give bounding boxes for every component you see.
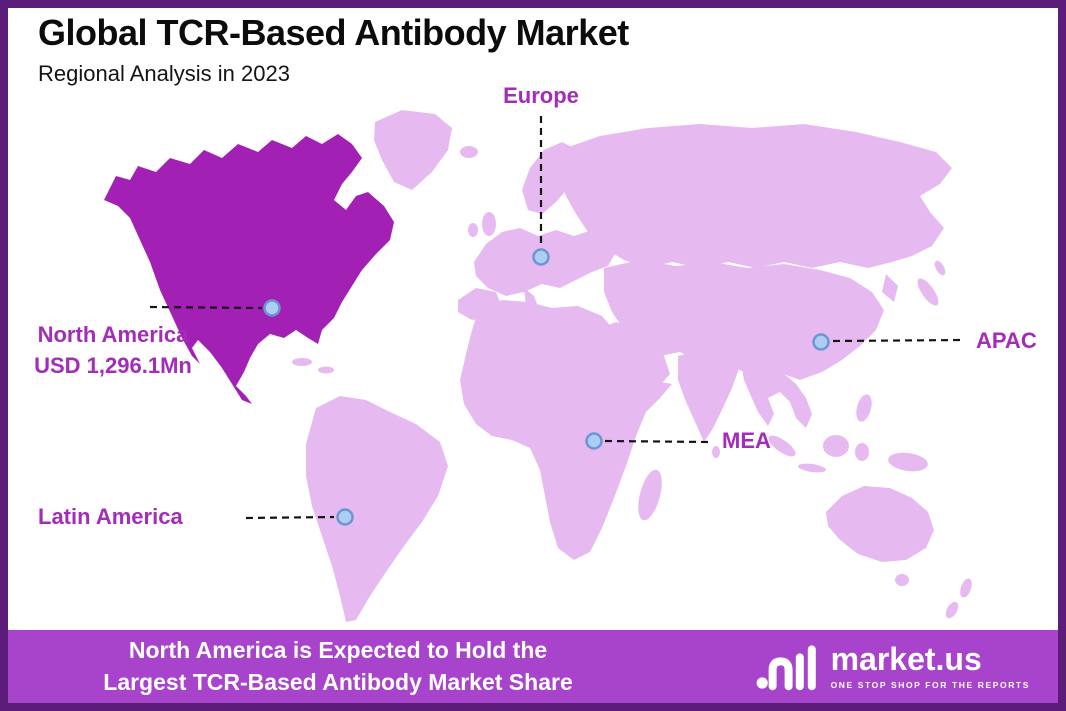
brand-lockup: market.us ONE STOP SHOP FOR THE REPORTS — [755, 641, 1030, 693]
region-name-north-america: North America — [37, 322, 189, 347]
island-japan — [917, 278, 939, 306]
leader-lines — [149, 116, 964, 520]
markers — [263, 248, 830, 526]
brand-name: market.us — [830, 641, 982, 677]
region-label-europe: Europe — [503, 83, 579, 108]
continent-south-america — [306, 396, 448, 622]
island-greenland — [374, 110, 452, 190]
island-sri-lanka — [712, 446, 720, 458]
leader-line-latin-america — [245, 515, 335, 520]
page-title: Global TCR-Based Antibody Market — [38, 12, 629, 53]
island-sulawesi — [855, 443, 869, 461]
region-label-north-america: North America USD 1,296.1Mn — [14, 320, 212, 382]
region-label-latin-america: Latin America — [38, 504, 183, 529]
island-new-zealand-north — [960, 578, 972, 598]
footer-banner: North America is Expected to Hold the La… — [8, 630, 1058, 703]
leader-line-north-america — [149, 305, 263, 310]
page-subtitle: Regional Analysis in 2023 — [38, 61, 290, 87]
marker-apac — [812, 333, 830, 351]
region-korea — [882, 274, 898, 302]
footer-headline: North America is Expected to Hold the La… — [48, 635, 628, 698]
region-label-mea: MEA — [722, 428, 771, 453]
marker-mea — [585, 432, 603, 450]
brand-text: market.us ONE STOP SHOP FOR THE REPORTS — [831, 643, 1030, 690]
region-india — [678, 350, 740, 442]
region-siberia — [558, 124, 952, 268]
marker-latin-america — [336, 508, 354, 526]
region-southeast-asia — [742, 362, 812, 428]
island-ireland — [468, 223, 478, 237]
leader-line-mea — [604, 439, 711, 444]
island-borneo — [823, 435, 849, 457]
island-madagascar — [638, 469, 662, 521]
island-new-zealand-south — [945, 601, 959, 619]
brand-tagline: ONE STOP SHOP FOR THE REPORTS — [830, 680, 1030, 690]
island-tasmania — [895, 574, 909, 586]
island-iceland — [460, 146, 478, 158]
continents-light — [292, 110, 972, 622]
island-japan-north — [934, 260, 946, 276]
island-cuba — [292, 358, 312, 366]
island-new-guinea — [888, 452, 928, 472]
island-hispaniola — [318, 366, 334, 374]
market-us-logo-icon — [756, 644, 816, 690]
continent-australia — [826, 486, 934, 562]
leader-line-apac — [832, 338, 964, 343]
region-central-asia-china — [604, 260, 884, 380]
island-philippines — [856, 394, 872, 422]
marker-north-america — [263, 299, 281, 317]
island-great-britain — [482, 212, 496, 236]
footer-headline-line1: North America is Expected to Hold the — [128, 636, 548, 663]
header: Global TCR-Based Antibody Market Regiona… — [38, 12, 629, 87]
island-java — [798, 463, 826, 473]
island-sumatra — [768, 435, 796, 457]
footer-headline-line2: Largest TCR-Based Antibody Market Share — [103, 668, 573, 695]
continent-africa — [460, 300, 672, 560]
continent-north-america-highlight — [104, 134, 394, 404]
region-value-north-america: USD 1,296.1Mn — [34, 352, 192, 378]
marker-europe — [532, 248, 550, 266]
region-label-apac: APAC — [976, 328, 1037, 353]
